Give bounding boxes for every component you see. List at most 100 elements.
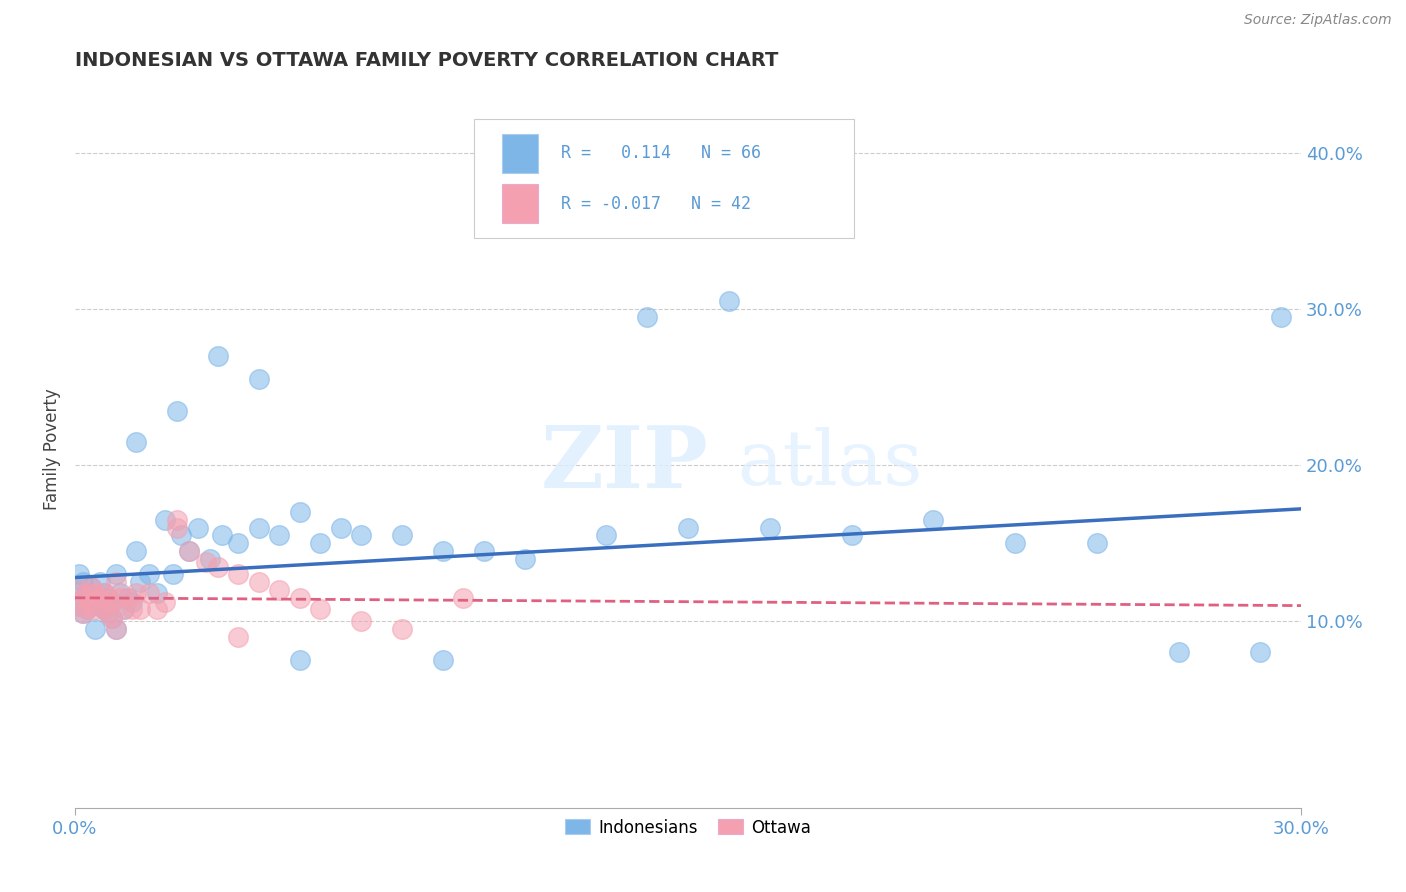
Indonesians bbox=[145, 586, 167, 600]
Ottawa bbox=[84, 601, 107, 615]
Indonesians bbox=[104, 622, 127, 636]
Indonesians bbox=[89, 599, 111, 613]
Ottawa bbox=[108, 591, 131, 605]
Text: INDONESIAN VS OTTAWA FAMILY POVERTY CORRELATION CHART: INDONESIAN VS OTTAWA FAMILY POVERTY CORR… bbox=[75, 51, 779, 70]
Indonesians bbox=[1004, 536, 1026, 550]
Ottawa bbox=[207, 559, 229, 574]
Indonesians bbox=[432, 653, 454, 667]
Ottawa bbox=[129, 601, 152, 615]
Ottawa bbox=[350, 614, 373, 628]
Ottawa bbox=[76, 586, 98, 600]
Indonesians bbox=[288, 653, 311, 667]
Text: R = -0.017   N = 42: R = -0.017 N = 42 bbox=[561, 194, 751, 212]
Indonesians bbox=[472, 544, 495, 558]
Indonesians bbox=[101, 611, 124, 625]
Ottawa bbox=[104, 575, 127, 590]
Text: Source: ZipAtlas.com: Source: ZipAtlas.com bbox=[1244, 13, 1392, 28]
Indonesians bbox=[72, 607, 94, 621]
Indonesians bbox=[162, 567, 184, 582]
Legend: Indonesians, Ottawa: Indonesians, Ottawa bbox=[558, 812, 818, 843]
Indonesians bbox=[329, 520, 352, 534]
Indonesians bbox=[153, 513, 176, 527]
Ottawa bbox=[288, 591, 311, 605]
Indonesians bbox=[80, 580, 103, 594]
Indonesians bbox=[269, 528, 291, 542]
Ottawa bbox=[121, 601, 143, 615]
Indonesians bbox=[288, 505, 311, 519]
Ottawa bbox=[97, 607, 120, 621]
Indonesians bbox=[166, 403, 188, 417]
Indonesians bbox=[67, 567, 90, 582]
Ottawa bbox=[84, 586, 107, 600]
FancyBboxPatch shape bbox=[474, 120, 853, 238]
Indonesians bbox=[198, 551, 221, 566]
Ottawa bbox=[194, 555, 217, 569]
Ottawa bbox=[453, 591, 475, 605]
Text: R =   0.114   N = 66: R = 0.114 N = 66 bbox=[561, 145, 761, 162]
Ottawa bbox=[228, 630, 250, 644]
Indonesians bbox=[125, 434, 148, 449]
Ottawa bbox=[117, 591, 139, 605]
Indonesians bbox=[138, 567, 160, 582]
Ottawa bbox=[179, 544, 201, 558]
Indonesians bbox=[101, 595, 124, 609]
Indonesians bbox=[717, 294, 740, 309]
Indonesians bbox=[247, 520, 270, 534]
Ottawa bbox=[228, 567, 250, 582]
Indonesians bbox=[76, 601, 98, 615]
Ottawa bbox=[112, 601, 135, 615]
Indonesians bbox=[1085, 536, 1108, 550]
Indonesians bbox=[309, 536, 332, 550]
Ottawa bbox=[72, 607, 94, 621]
Text: atlas: atlas bbox=[737, 427, 922, 501]
Indonesians bbox=[922, 513, 945, 527]
Indonesians bbox=[636, 310, 658, 324]
Ottawa bbox=[166, 520, 188, 534]
Indonesians bbox=[247, 372, 270, 386]
Ottawa bbox=[166, 513, 188, 527]
Indonesians bbox=[513, 551, 536, 566]
Text: ZIP: ZIP bbox=[541, 422, 709, 506]
Indonesians bbox=[72, 575, 94, 590]
Ottawa bbox=[93, 601, 115, 615]
Indonesians bbox=[1249, 645, 1271, 659]
Indonesians bbox=[187, 520, 209, 534]
Indonesians bbox=[1270, 310, 1292, 324]
Indonesians bbox=[228, 536, 250, 550]
Indonesians bbox=[129, 575, 152, 590]
Indonesians bbox=[80, 595, 103, 609]
Ottawa bbox=[104, 622, 127, 636]
Indonesians bbox=[104, 567, 127, 582]
Indonesians bbox=[97, 607, 120, 621]
Indonesians bbox=[108, 586, 131, 600]
Ottawa bbox=[67, 582, 90, 597]
Indonesians bbox=[350, 528, 373, 542]
Indonesians bbox=[76, 586, 98, 600]
Indonesians bbox=[207, 349, 229, 363]
Indonesians bbox=[93, 586, 115, 600]
Ottawa bbox=[101, 611, 124, 625]
Ottawa bbox=[97, 591, 120, 605]
Ottawa bbox=[138, 586, 160, 600]
Indonesians bbox=[89, 575, 111, 590]
Ottawa bbox=[269, 582, 291, 597]
Ottawa bbox=[89, 591, 111, 605]
Ottawa bbox=[247, 575, 270, 590]
Ottawa bbox=[153, 595, 176, 609]
Ottawa bbox=[125, 586, 148, 600]
Ottawa bbox=[391, 622, 413, 636]
Indonesians bbox=[97, 591, 120, 605]
Indonesians bbox=[112, 601, 135, 615]
Ottawa bbox=[67, 599, 90, 613]
Indonesians bbox=[676, 520, 699, 534]
Indonesians bbox=[841, 528, 863, 542]
Indonesians bbox=[391, 528, 413, 542]
Indonesians bbox=[72, 591, 94, 605]
Indonesians bbox=[67, 599, 90, 613]
Ottawa bbox=[101, 595, 124, 609]
Ottawa bbox=[309, 601, 332, 615]
Indonesians bbox=[759, 520, 782, 534]
Indonesians bbox=[84, 591, 107, 605]
Ottawa bbox=[145, 601, 167, 615]
Indonesians bbox=[121, 595, 143, 609]
